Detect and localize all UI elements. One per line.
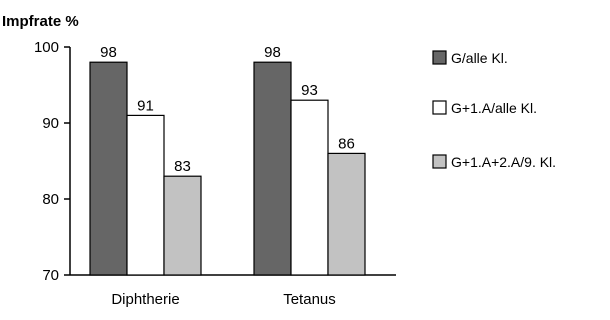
bar-value-label: 93 — [301, 82, 318, 99]
y-tick-label: 100 — [34, 39, 59, 56]
y-axis-title: Impfrate % — [2, 13, 79, 30]
y-tick-label: 90 — [42, 115, 59, 132]
x-category-label: Tetanus — [283, 291, 336, 308]
bar — [89, 61, 128, 276]
bar — [163, 175, 202, 276]
legend-swatch — [432, 154, 447, 169]
legend-swatch — [432, 100, 447, 115]
legend-label: G+1.A+2.A/9. Kl. — [451, 154, 556, 170]
data-labels: 98 91 83 98 93 86 — [100, 44, 355, 175]
legend-swatch — [432, 50, 447, 65]
bar — [290, 99, 329, 276]
bar-value-label: 98 — [264, 44, 281, 61]
bar-value-label: 98 — [100, 44, 117, 61]
bar — [126, 114, 165, 276]
bar-value-label: 86 — [338, 135, 355, 152]
legend-label: G+1.A/alle Kl. — [451, 100, 537, 116]
x-category-label: Diphtherie — [111, 291, 179, 308]
bar — [253, 61, 292, 276]
bar-value-label: 83 — [174, 158, 191, 175]
bar — [327, 152, 366, 276]
y-tick-label: 80 — [42, 191, 59, 208]
legend: G/alle Kl. G+1.A/alle Kl. G+1.A+2.A/9. Kl. — [432, 50, 556, 170]
bar-value-label: 91 — [137, 97, 154, 114]
bars — [89, 61, 366, 276]
y-tick-label: 70 — [42, 267, 59, 284]
legend-label: G/alle Kl. — [451, 50, 508, 66]
